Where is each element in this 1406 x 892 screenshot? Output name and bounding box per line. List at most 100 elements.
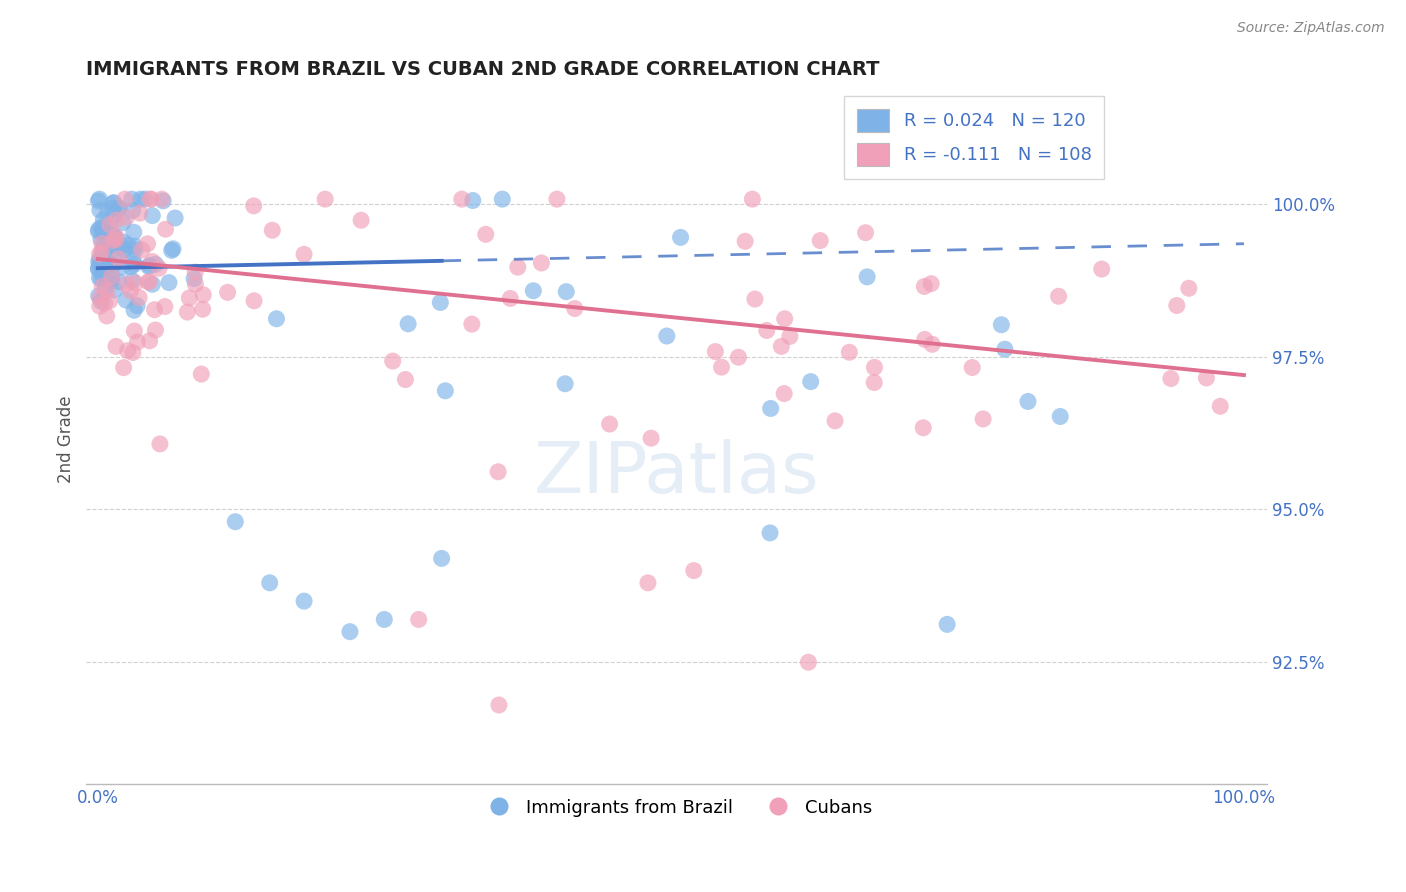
- Point: [114, 192, 136, 206]
- Point: [773, 311, 796, 326]
- Point: [91, 263, 114, 277]
- Point: [100, 258, 122, 272]
- Point: [912, 279, 935, 293]
- Point: [773, 386, 796, 401]
- Point: [90, 272, 112, 286]
- Point: [429, 295, 451, 310]
- Point: [98, 218, 121, 232]
- Point: [104, 339, 127, 353]
- Point: [176, 305, 198, 319]
- Point: [914, 333, 936, 347]
- Point: [105, 213, 128, 227]
- Point: [855, 226, 877, 240]
- Point: [93, 267, 115, 281]
- Point: [91, 224, 114, 238]
- Point: [972, 412, 994, 426]
- Point: [111, 260, 134, 275]
- Point: [100, 272, 122, 286]
- Point: [121, 345, 143, 359]
- Point: [101, 269, 124, 284]
- Point: [124, 276, 146, 290]
- Point: [93, 238, 115, 252]
- Point: [920, 277, 942, 291]
- Point: [124, 243, 146, 257]
- Point: [91, 213, 114, 227]
- Point: [145, 323, 167, 337]
- Point: [727, 350, 749, 364]
- Point: [131, 243, 153, 257]
- Point: [461, 194, 484, 208]
- Point: [96, 309, 118, 323]
- Point: [499, 292, 522, 306]
- Point: [122, 253, 145, 268]
- Point: [120, 260, 142, 274]
- Point: [797, 655, 820, 669]
- Point: [94, 269, 117, 284]
- Point: [704, 344, 727, 359]
- Point: [183, 271, 205, 285]
- Point: [128, 206, 150, 220]
- Point: [115, 211, 138, 225]
- Point: [912, 421, 935, 435]
- Point: [104, 256, 127, 270]
- Point: [179, 291, 201, 305]
- Point: [381, 354, 404, 368]
- Point: [824, 414, 846, 428]
- Point: [149, 437, 172, 451]
- Point: [90, 232, 112, 246]
- Point: [430, 551, 453, 566]
- Point: [450, 192, 472, 206]
- Point: [599, 417, 621, 431]
- Point: [262, 223, 284, 237]
- Point: [111, 216, 134, 230]
- Point: [128, 291, 150, 305]
- Point: [396, 317, 419, 331]
- Point: [87, 224, 110, 238]
- Point: [139, 192, 162, 206]
- Point: [165, 211, 187, 225]
- Point: [682, 564, 704, 578]
- Point: [637, 575, 659, 590]
- Point: [373, 612, 395, 626]
- Point: [522, 284, 544, 298]
- Point: [408, 612, 430, 626]
- Point: [112, 243, 135, 257]
- Point: [112, 243, 135, 257]
- Legend: Immigrants from Brazil, Cubans: Immigrants from Brazil, Cubans: [474, 791, 880, 823]
- Point: [530, 256, 553, 270]
- Point: [1047, 289, 1070, 303]
- Point: [122, 257, 145, 271]
- Point: [107, 275, 129, 289]
- Point: [101, 201, 124, 215]
- Point: [960, 360, 983, 375]
- Point: [1017, 394, 1039, 409]
- Point: [486, 465, 509, 479]
- Point: [190, 367, 212, 381]
- Point: [104, 233, 127, 247]
- Point: [741, 192, 763, 206]
- Point: [103, 195, 125, 210]
- Point: [863, 376, 886, 390]
- Point: [121, 274, 143, 288]
- Point: [546, 192, 568, 206]
- Point: [90, 294, 112, 309]
- Point: [108, 201, 131, 215]
- Text: Source: ZipAtlas.com: Source: ZipAtlas.com: [1237, 21, 1385, 35]
- Point: [120, 284, 142, 298]
- Point: [100, 244, 122, 258]
- Point: [87, 254, 110, 268]
- Point: [90, 244, 112, 259]
- Point: [138, 260, 160, 274]
- Point: [266, 311, 288, 326]
- Text: ZIPatlas: ZIPatlas: [534, 439, 820, 508]
- Point: [259, 575, 281, 590]
- Point: [124, 324, 146, 338]
- Point: [127, 334, 149, 349]
- Point: [103, 283, 125, 297]
- Point: [350, 213, 373, 227]
- Point: [89, 203, 111, 218]
- Point: [89, 192, 111, 206]
- Point: [475, 227, 498, 242]
- Point: [91, 258, 114, 272]
- Point: [217, 285, 239, 300]
